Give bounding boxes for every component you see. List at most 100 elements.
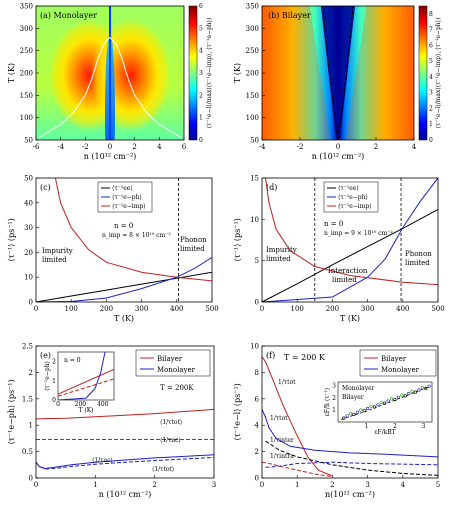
x-axis-label: T (K) <box>340 314 360 323</box>
y-tick-label: 0 <box>255 475 259 483</box>
y-tick-label: 50 <box>24 137 33 145</box>
y-tick-label: 0 <box>29 475 33 483</box>
annotation-regime: limited <box>180 245 205 253</box>
x-tick-label: 0 <box>336 143 340 151</box>
x-tick-label: 400 <box>396 305 409 313</box>
colorbar-tick-label: 5 <box>429 58 433 65</box>
inset-legend-label: Bilayer <box>342 394 364 401</box>
colorbar-label: ⟨τ⁻¹e−l⟩/max(⟨τ⁻¹e−imp⟩, ⟨τ⁻¹e−ph⟩) <box>435 18 442 129</box>
colorbar <box>418 5 428 141</box>
inset-y-tick-label: 1 <box>52 378 56 385</box>
annotation-regime: Impurity <box>42 247 73 255</box>
panel-label: (e) <box>40 351 51 360</box>
annotation-temperature: T = 200K <box>160 384 194 392</box>
y-tick-label: 4 <box>255 422 260 430</box>
annotation-temperature: T = 200 K <box>284 353 326 362</box>
panel-label: (c) <box>40 183 51 192</box>
colorbar-tick-label: 4 <box>429 74 433 81</box>
x-tick-label: -4 <box>57 143 64 151</box>
y-tick-label: 200 <box>246 70 259 78</box>
y-tick-label: 30 <box>24 224 33 232</box>
colorbar-tick-label: 4 <box>199 48 203 55</box>
series-line <box>262 461 333 478</box>
x-tick-label: 2 <box>374 143 378 151</box>
inset-x-tick-label: 0 <box>56 401 60 408</box>
inset-y-tick-label: 2 <box>332 395 336 402</box>
y-tick-label: 0 <box>255 299 259 307</box>
inset-point <box>403 394 407 398</box>
y-tick-label: 100 <box>246 114 259 122</box>
inset-x-tick-label: 2 <box>393 423 397 430</box>
panel-label: (f) <box>266 351 275 360</box>
legend-label: ⟨τ⁻¹e−ph⟩ <box>338 194 368 201</box>
x-tick-label: 5 <box>436 481 440 489</box>
annotation-rate: ⟨1/τac⟩ <box>92 457 113 464</box>
inset-point <box>379 400 383 405</box>
y-tick-label: 250 <box>20 47 33 55</box>
plot-frame <box>35 177 213 303</box>
y-tick-label: 10 <box>250 216 259 224</box>
inset-y-label: εF/ħ ⟨τ⁻¹⟩ <box>324 388 331 417</box>
inset-point <box>386 399 390 403</box>
panel-f: 0 1 2 3 4 5 0 2 4 6 8 10 n(10¹² cm⁻²) ⟨τ⁻¹e−l⟩ (ps⁻¹)… <box>233 343 440 500</box>
colorbar-tick-label: 3 <box>429 90 433 97</box>
inset-x-tick-label: 400 <box>97 401 109 408</box>
boundary-curve <box>38 36 182 139</box>
y-tick-label: 1 <box>29 422 33 430</box>
x-tick-label: 100 <box>291 305 304 313</box>
colorbar-tick-label: 7 <box>429 27 433 34</box>
legend: Bilayer Monolayer <box>135 349 211 377</box>
heatmap-hot-region <box>90 19 171 132</box>
y-tick-label: 5 <box>255 257 259 265</box>
x-tick-label: -2 <box>82 143 89 151</box>
legend-label: Monolayer <box>381 366 420 374</box>
inset-line <box>340 386 430 420</box>
panel-label: (a) Monolayer <box>40 11 97 20</box>
inset-y-label: ⟨τ⁻¹e−ph⟩ <box>44 361 51 391</box>
boundary-curve <box>337 6 354 140</box>
annotation-nimp: n_imp = 8 × 10¹⁰ cm⁻² <box>102 232 171 239</box>
inset-frame <box>57 351 115 401</box>
x-tick-label: 0 <box>260 305 264 313</box>
annotation-rate: ⟨1/τac⟩ <box>160 437 181 444</box>
inset-y-tick-label: 2 <box>52 359 56 366</box>
y-tick-label: 2 <box>255 448 259 456</box>
inset-x-tick-label: 200 <box>75 401 87 408</box>
x-tick-label: 500 <box>431 305 444 313</box>
inset-point <box>413 390 418 394</box>
series-line <box>265 461 438 468</box>
y-tick-label: 20 <box>24 249 33 257</box>
inset-point <box>383 401 387 405</box>
series-line <box>262 409 438 458</box>
inset-point <box>410 389 414 394</box>
plot-frame <box>35 5 185 141</box>
panel-label: (d) <box>266 183 277 192</box>
colorbar-tick-label: 1 <box>429 121 433 128</box>
y-tick-label: 350 <box>246 3 259 11</box>
x-axis-label: n(10¹² cm⁻²) <box>325 490 375 499</box>
annotation-n: n = 0 <box>114 222 133 230</box>
colorbar-tick-label: 5 <box>199 25 203 32</box>
boundary-curve <box>322 6 339 140</box>
series-line <box>36 454 214 470</box>
legend-box <box>135 349 211 377</box>
y-tick-label: 200 <box>20 70 33 78</box>
x-tick-label: 1 <box>295 481 299 489</box>
colorbar-tick-label: 1 <box>199 115 203 122</box>
inset-legend-label: Monolayer <box>342 385 375 392</box>
panel-d: 0 100 200 300 400 500 0 5 10 15 T (K) ⟨τ⁻¹⟩ (ps⁻¹) (… <box>233 175 445 324</box>
panel-e: 0 1 2 3 0 0.5 1 1.5 2 2.5 n (10¹² cm⁻²) ⟨τ⁻¹e−ph⟩ (… <box>7 343 216 500</box>
x-axis-label: T (K) <box>114 314 134 323</box>
x-tick-label: 400 <box>170 305 183 313</box>
x-tick-label: 0 <box>34 305 38 313</box>
x-tick-label: 6 <box>182 143 187 151</box>
x-tick-label: 1 <box>93 481 97 489</box>
legend: Bilayer Monolayer <box>359 349 437 377</box>
colorbar-label: ⟨τ⁻¹e−l⟩/max(⟨τ⁻¹e−imp⟩, ⟨τ⁻¹e−ph⟩) <box>206 18 213 129</box>
legend-label: Bilayer <box>157 355 183 363</box>
annotation-regime: limited <box>42 256 67 264</box>
legend-label: ⟨τ⁻¹e−imp⟩ <box>338 203 372 210</box>
x-axis-label: n (10¹² cm⁻²) <box>312 152 365 161</box>
series-line <box>36 456 214 470</box>
